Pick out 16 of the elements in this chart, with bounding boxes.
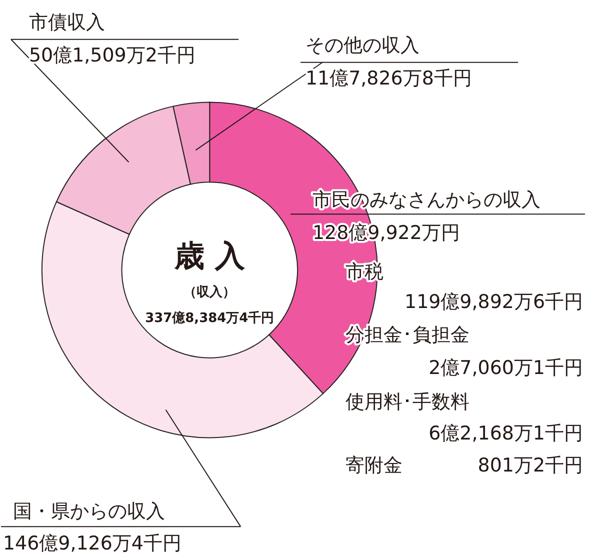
text: 6億2,168万1千円 [428, 422, 584, 445]
text: 歳 入 [173, 239, 246, 274]
text: 337億8,384万4千円 [145, 310, 274, 326]
text: 寄附金 [345, 454, 402, 477]
text: 分担金･負担金 [345, 324, 470, 346]
slice-label: 国・県からの収入 [12, 500, 165, 523]
text: 2億7,060万1千円 [428, 356, 584, 379]
text: （収入） [184, 284, 236, 300]
text: 146億9,126万4千円 [2, 532, 182, 555]
text: 801万2千円 [478, 454, 584, 477]
text: 119億9,892万6千円 [404, 290, 584, 313]
text: 11億7,826万8千円 [305, 67, 472, 90]
text: 使用料･手数料 [345, 390, 470, 413]
slice-label: 市債収入 [28, 11, 105, 34]
slice-label: その他の収入 [305, 34, 420, 56]
text: 50億1,509万2千円 [28, 44, 196, 66]
